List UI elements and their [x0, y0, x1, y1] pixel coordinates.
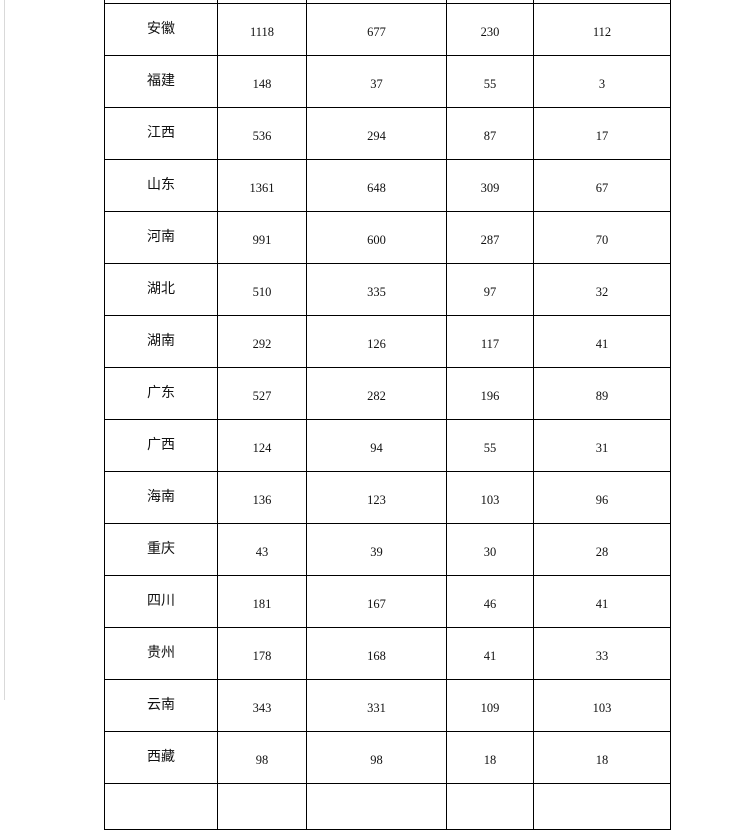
table-row: 山东 1361 648 309 67	[104, 159, 671, 212]
province-cell: 江西	[104, 107, 218, 160]
value-cell: 41	[533, 575, 671, 628]
table-row: 海南 136 123 103 96	[104, 471, 671, 524]
province-cell: 山东	[104, 159, 218, 212]
province-cell: 湖北	[104, 263, 218, 316]
province-cell: 湖南	[104, 315, 218, 368]
value-cell: 3	[533, 55, 671, 108]
value-cell: 33	[533, 627, 671, 680]
value-cell: 136	[217, 471, 307, 524]
province-cell: 重庆	[104, 523, 218, 576]
table-row: 广东 527 282 196 89	[104, 367, 671, 420]
value-cell: 103	[446, 471, 534, 524]
table-cell	[104, 783, 218, 830]
table-row: 西藏 98 98 18 18	[104, 731, 671, 784]
value-cell: 335	[306, 263, 447, 316]
value-cell: 67	[533, 159, 671, 212]
province-cell: 广西	[104, 419, 218, 472]
value-cell: 196	[446, 367, 534, 420]
province-cell: 海南	[104, 471, 218, 524]
value-cell: 294	[306, 107, 447, 160]
value-cell: 677	[306, 3, 447, 56]
table-row-partial	[104, 783, 671, 830]
value-cell: 343	[217, 679, 307, 732]
value-cell: 230	[446, 3, 534, 56]
table-row: 安徽 1118 677 230 112	[104, 3, 671, 56]
value-cell: 117	[446, 315, 534, 368]
value-cell: 46	[446, 575, 534, 628]
province-cell: 四川	[104, 575, 218, 628]
value-cell: 181	[217, 575, 307, 628]
page-edge	[4, 0, 5, 700]
value-cell: 124	[217, 419, 307, 472]
value-cell: 94	[306, 419, 447, 472]
value-cell: 600	[306, 211, 447, 264]
value-cell: 536	[217, 107, 307, 160]
table-cell	[533, 783, 671, 830]
value-cell: 109	[446, 679, 534, 732]
value-cell: 112	[533, 3, 671, 56]
value-cell: 167	[306, 575, 447, 628]
value-cell: 31	[533, 419, 671, 472]
province-cell: 西藏	[104, 731, 218, 784]
value-cell: 331	[306, 679, 447, 732]
value-cell: 123	[306, 471, 447, 524]
value-cell: 87	[446, 107, 534, 160]
value-cell: 148	[217, 55, 307, 108]
value-cell: 28	[533, 523, 671, 576]
table-cell	[306, 783, 447, 830]
table-row: 贵州 178 168 41 33	[104, 627, 671, 680]
table-body: 安徽 1118 677 230 112 福建 148 37 55 3 江西 536 294 87 17 山东 1…	[104, 0, 671, 830]
value-cell: 309	[446, 159, 534, 212]
value-cell: 527	[217, 367, 307, 420]
value-cell: 178	[217, 627, 307, 680]
value-cell: 1118	[217, 3, 307, 56]
value-cell: 43	[217, 523, 307, 576]
value-cell: 98	[306, 731, 447, 784]
value-cell: 41	[533, 315, 671, 368]
value-cell: 1361	[217, 159, 307, 212]
table-row: 福建 148 37 55 3	[104, 55, 671, 108]
value-cell: 30	[446, 523, 534, 576]
value-cell: 89	[533, 367, 671, 420]
value-cell: 98	[217, 731, 307, 784]
table-row: 江西 536 294 87 17	[104, 107, 671, 160]
value-cell: 96	[533, 471, 671, 524]
value-cell: 510	[217, 263, 307, 316]
table-row: 湖南 292 126 117 41	[104, 315, 671, 368]
province-cell: 云南	[104, 679, 218, 732]
value-cell: 103	[533, 679, 671, 732]
data-table: 安徽 1118 677 230 112 福建 148 37 55 3 江西 536 294 87 17 山东 1…	[104, 0, 671, 830]
table-row: 广西 124 94 55 31	[104, 419, 671, 472]
table-cell	[217, 783, 307, 830]
province-cell: 贵州	[104, 627, 218, 680]
value-cell: 39	[306, 523, 447, 576]
value-cell: 282	[306, 367, 447, 420]
table-row: 四川 181 167 46 41	[104, 575, 671, 628]
table-cell	[446, 783, 534, 830]
province-cell: 安徽	[104, 3, 218, 56]
table-row: 河南 991 600 287 70	[104, 211, 671, 264]
value-cell: 55	[446, 55, 534, 108]
value-cell: 292	[217, 315, 307, 368]
value-cell: 18	[533, 731, 671, 784]
value-cell: 97	[446, 263, 534, 316]
value-cell: 18	[446, 731, 534, 784]
value-cell: 648	[306, 159, 447, 212]
table-row: 云南 343 331 109 103	[104, 679, 671, 732]
province-cell: 福建	[104, 55, 218, 108]
value-cell: 41	[446, 627, 534, 680]
value-cell: 991	[217, 211, 307, 264]
value-cell: 55	[446, 419, 534, 472]
value-cell: 70	[533, 211, 671, 264]
table-row: 重庆 43 39 30 28	[104, 523, 671, 576]
value-cell: 37	[306, 55, 447, 108]
value-cell: 32	[533, 263, 671, 316]
province-cell: 河南	[104, 211, 218, 264]
province-cell: 广东	[104, 367, 218, 420]
value-cell: 287	[446, 211, 534, 264]
table-row: 湖北 510 335 97 32	[104, 263, 671, 316]
value-cell: 126	[306, 315, 447, 368]
value-cell: 17	[533, 107, 671, 160]
value-cell: 168	[306, 627, 447, 680]
